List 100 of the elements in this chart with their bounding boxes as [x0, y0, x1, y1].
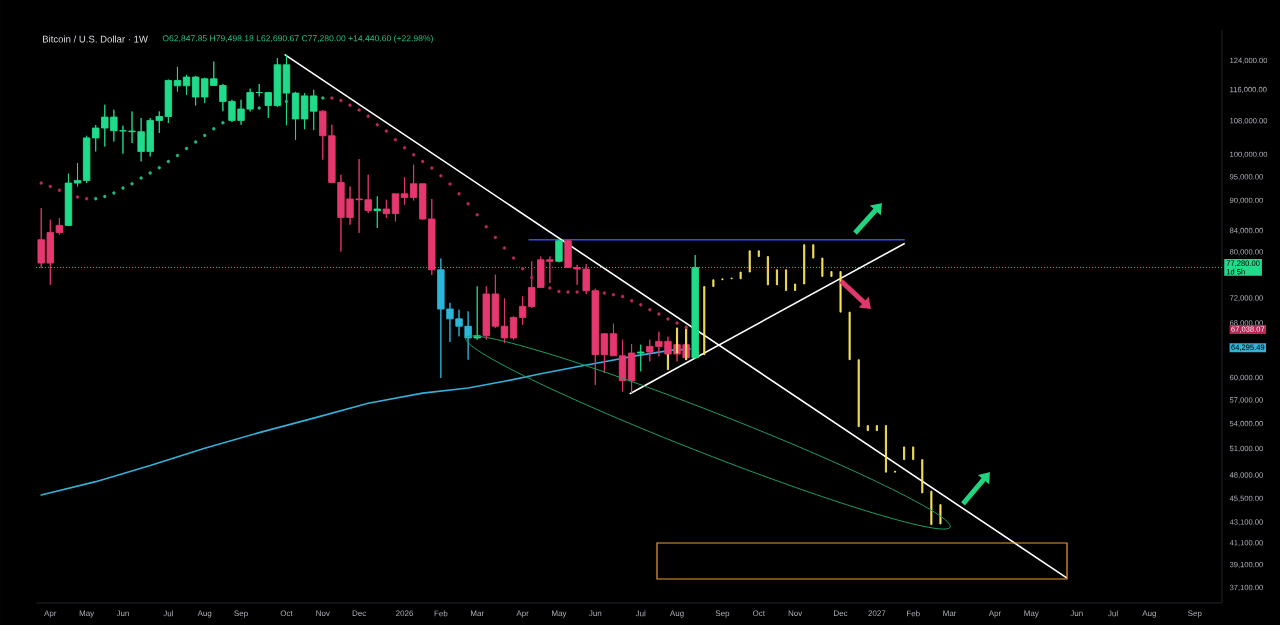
- point: [611, 293, 616, 297]
- point: [557, 289, 561, 294]
- point: [620, 294, 625, 299]
- candlestick: [282, 54, 291, 126]
- candlestick: [400, 176, 409, 206]
- point: [130, 182, 134, 186]
- candlestick: [821, 257, 824, 277]
- candlestick: [73, 162, 82, 187]
- candlestick: [182, 74, 191, 96]
- point: [421, 159, 425, 164]
- point: [39, 181, 43, 185]
- point: [221, 121, 225, 125]
- chart-title: Bitcoin / U.S. Dollar · 1W: [42, 35, 148, 43]
- point: [48, 184, 52, 189]
- point: [339, 98, 343, 103]
- candlestick: [676, 327, 679, 354]
- point: [475, 213, 479, 217]
- point: [657, 312, 661, 316]
- point: [502, 246, 507, 250]
- candlestick: [173, 66, 182, 92]
- point: [157, 166, 161, 170]
- candlestick: [903, 446, 906, 461]
- candlestick: [500, 297, 509, 344]
- candlestick: [803, 244, 806, 285]
- candlestick: [712, 279, 715, 287]
- point: [448, 182, 452, 186]
- point: [411, 153, 416, 157]
- candlestick: [382, 199, 391, 219]
- point: [484, 224, 488, 229]
- point: [148, 171, 152, 175]
- candlestick: [921, 459, 924, 494]
- candlestick: [618, 339, 627, 392]
- point: [575, 290, 579, 294]
- candlestick: [391, 193, 400, 222]
- point: [203, 133, 207, 138]
- point: [520, 267, 525, 271]
- text: O62,847.85 H79,498.18 L62,690.67 C77,280.00 +14,440.60 (+22.98%): [162, 35, 433, 43]
- point: [602, 291, 607, 295]
- point: [112, 191, 116, 195]
- candlestick: [627, 343, 636, 394]
- point: [357, 108, 361, 112]
- point: [629, 299, 634, 303]
- candlestick: [830, 271, 833, 277]
- point: [321, 96, 325, 100]
- point: [75, 195, 80, 199]
- candlestick: [857, 359, 860, 428]
- point: [57, 188, 62, 193]
- point: [402, 145, 407, 150]
- candlestick: [739, 271, 742, 280]
- point: [212, 127, 216, 131]
- point: [84, 197, 89, 201]
- point: [94, 197, 98, 201]
- candlestick: [775, 269, 778, 286]
- candlestick: [64, 173, 73, 226]
- point: [257, 106, 261, 110]
- candlestick: [703, 286, 706, 356]
- point: [430, 166, 434, 170]
- point: [493, 235, 498, 240]
- point: [348, 103, 352, 107]
- candlestick: [757, 250, 760, 257]
- point: [193, 140, 198, 144]
- candlestick: [555, 239, 563, 263]
- point: [666, 317, 670, 321]
- candlestick: [666, 354, 669, 371]
- point: [121, 186, 125, 190]
- candlestick: [884, 425, 887, 473]
- candlestick: [373, 195, 381, 229]
- candlestick: [912, 446, 915, 461]
- candlestick: [894, 470, 897, 473]
- candlestick: [794, 283, 797, 292]
- candlestick: [291, 91, 300, 141]
- point: [466, 202, 470, 206]
- point: [184, 146, 189, 151]
- candlestick: [812, 244, 815, 259]
- point: [384, 129, 389, 133]
- point: [175, 153, 180, 158]
- candlestick: [848, 311, 851, 361]
- candlestick: [748, 250, 751, 273]
- candlestick: [766, 256, 769, 286]
- candlestick: [875, 425, 878, 432]
- point: [511, 256, 516, 260]
- point: [684, 325, 688, 330]
- point: [457, 192, 461, 196]
- point: [639, 303, 643, 307]
- point: [139, 176, 143, 180]
- candlestick: [930, 490, 933, 526]
- point: [393, 138, 398, 142]
- point: [566, 290, 570, 294]
- point: [330, 96, 334, 100]
- point: [103, 194, 107, 199]
- candlestick: [866, 425, 869, 432]
- point: [284, 99, 289, 104]
- point: [648, 307, 652, 312]
- point: [366, 114, 370, 119]
- point: [439, 174, 443, 178]
- point: [375, 123, 379, 127]
- candlestick: [839, 271, 842, 313]
- point: [166, 159, 171, 164]
- candlestick: [637, 344, 645, 372]
- candlestick: [509, 315, 518, 341]
